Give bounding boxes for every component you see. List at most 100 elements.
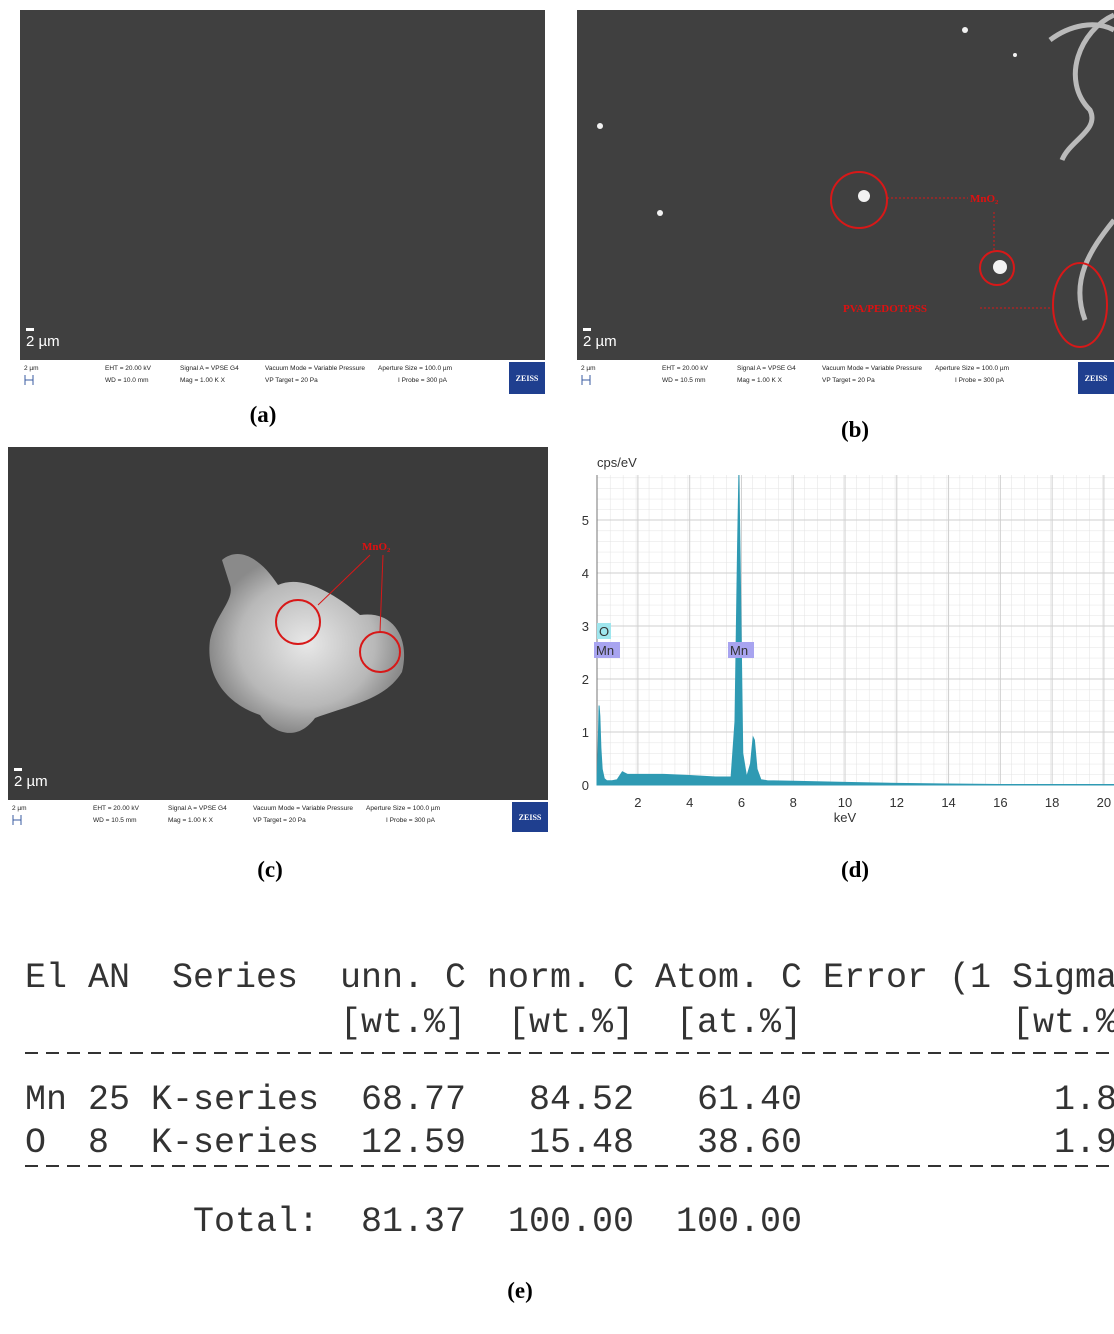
- table-cell: 12.59: [361, 1123, 466, 1163]
- info-vp-target: VP Target = 20 Pa: [265, 377, 318, 384]
- x-tick-label: 4: [686, 795, 693, 810]
- info-vacuum: Vacuum Mode = Variable Pressure: [265, 365, 365, 372]
- peak-label-box: [728, 642, 754, 658]
- info-vacuum: Vacuum Mode = Variable Pressure: [822, 365, 922, 372]
- x-axis-label: keV: [834, 810, 857, 825]
- info-signal: Signal A = VPSE G4: [168, 805, 227, 812]
- info-eht: EHT = 20.00 kV: [93, 805, 140, 812]
- info-vacuum: Vacuum Mode = Variable Pressure: [253, 805, 353, 812]
- info-mag: Mag = 1.00 K X: [180, 377, 226, 384]
- y-tick-label: 0: [582, 778, 589, 793]
- info-scale: 2 µm: [581, 365, 596, 372]
- particle: [962, 27, 968, 33]
- info-probe: I Probe = 300 pA: [386, 817, 436, 824]
- scale-bar: [26, 328, 34, 331]
- table-cell: 61.40: [697, 1080, 802, 1120]
- x-tick-label: 18: [1045, 795, 1059, 810]
- particle: [858, 190, 870, 202]
- x-tick-label: 20: [1097, 795, 1111, 810]
- info-scale-symbol: [12, 815, 22, 825]
- table-header: AN: [88, 958, 130, 998]
- info-scale: 2 µm: [24, 365, 39, 372]
- spectrum: [596, 474, 1114, 786]
- table-cell: 8: [88, 1123, 109, 1163]
- table-header: El: [25, 958, 67, 998]
- info-mag: Mag = 1.00 K X: [168, 817, 214, 824]
- highlight-circle: [275, 599, 321, 645]
- table-header: Error (1 Sigma: [823, 958, 1114, 998]
- panel-caption: (e): [507, 1278, 533, 1303]
- table-header: Atom. C: [655, 958, 802, 998]
- info-wd: WD = 10.0 mm: [105, 377, 149, 384]
- table-cell: 84.52: [529, 1080, 634, 1120]
- zeiss-logo: [509, 362, 545, 394]
- info-probe: I Probe = 300 pA: [955, 377, 1005, 384]
- peak-label: Mn: [730, 643, 748, 658]
- info-bar: [20, 360, 545, 396]
- sem-image: [20, 10, 545, 360]
- table-unit: [wt.%]: [508, 1003, 634, 1043]
- table-total: 100.00: [676, 1202, 802, 1242]
- table-cell: K-series: [151, 1123, 319, 1163]
- info-vp-target: VP Target = 20 Pa: [822, 377, 875, 384]
- x-tick-label: 6: [738, 795, 745, 810]
- peak-label-box: [597, 623, 611, 639]
- highlight-circle: [830, 171, 888, 229]
- y-tick-label: 4: [582, 566, 589, 581]
- zeiss-logo-text: ZEISS: [516, 374, 539, 383]
- x-tick-label: 10: [838, 795, 852, 810]
- annotation: PVA/PEDOT:PSS: [843, 303, 927, 315]
- scale-bar: [14, 768, 22, 771]
- x-tick-label: 8: [790, 795, 797, 810]
- info-scale-symbol: [24, 375, 34, 385]
- table-total: 100.00: [508, 1202, 634, 1242]
- table-cell: 38.60: [697, 1123, 802, 1163]
- table-total: 81.37: [361, 1202, 466, 1242]
- scale-label: 2 µm: [26, 333, 60, 350]
- table-unit: [wt.%: [1012, 1003, 1114, 1043]
- zeiss-logo-text: ZEISS: [1085, 374, 1108, 383]
- highlight-circle: [1052, 262, 1108, 348]
- table-cell: Mn: [25, 1080, 67, 1120]
- x-tick-label: 2: [634, 795, 641, 810]
- table-unit: [at.%]: [676, 1003, 802, 1043]
- panel-caption: (b): [841, 417, 869, 442]
- table-cell: O: [25, 1123, 46, 1163]
- table-cell: 1.8: [1054, 1080, 1114, 1120]
- y-axis-label: cps/eV: [597, 455, 637, 470]
- table-cell: 1.9: [1054, 1123, 1114, 1163]
- table-cell: 15.48: [529, 1123, 634, 1163]
- leader-line: [317, 554, 384, 633]
- info-aperture: Aperture Size = 100.0 µm: [366, 805, 440, 812]
- annotation: MnO₂: [970, 193, 999, 205]
- info-scale-symbol: [581, 375, 591, 385]
- info-wd: WD = 10.5 mm: [93, 817, 137, 824]
- table-cell: 68.77: [361, 1080, 466, 1120]
- table-header: Series: [172, 958, 298, 998]
- peak-label-box: [594, 642, 620, 658]
- info-wd: WD = 10.5 mm: [662, 377, 706, 384]
- highlight-circle: [979, 250, 1015, 286]
- scale-label: 2 µm: [14, 773, 48, 790]
- info-aperture: Aperture Size = 100.0 µm: [378, 365, 452, 372]
- particle-cluster: [209, 554, 405, 733]
- particle: [657, 210, 663, 216]
- table-unit: [wt.%]: [340, 1003, 466, 1043]
- table-total: Total:: [193, 1202, 319, 1242]
- info-aperture: Aperture Size = 100.0 µm: [935, 365, 1009, 372]
- info-signal: Signal A = VPSE G4: [737, 365, 796, 372]
- polymer-streak: [1048, 12, 1114, 321]
- peak-label: Mn: [596, 643, 614, 658]
- scale-label: 2 µm: [583, 333, 617, 350]
- info-signal: Signal A = VPSE G4: [180, 365, 239, 372]
- info-bar: [8, 800, 548, 834]
- particle: [597, 123, 603, 129]
- particle: [993, 260, 1007, 274]
- x-tick-label: 12: [890, 795, 904, 810]
- y-tick-label: 3: [582, 619, 589, 634]
- panel-caption: (a): [250, 402, 277, 427]
- zeiss-logo-text: ZEISS: [519, 813, 542, 822]
- scale-bar: [583, 328, 591, 331]
- peak-label: O: [599, 624, 609, 639]
- table-cell: K-series: [151, 1080, 319, 1120]
